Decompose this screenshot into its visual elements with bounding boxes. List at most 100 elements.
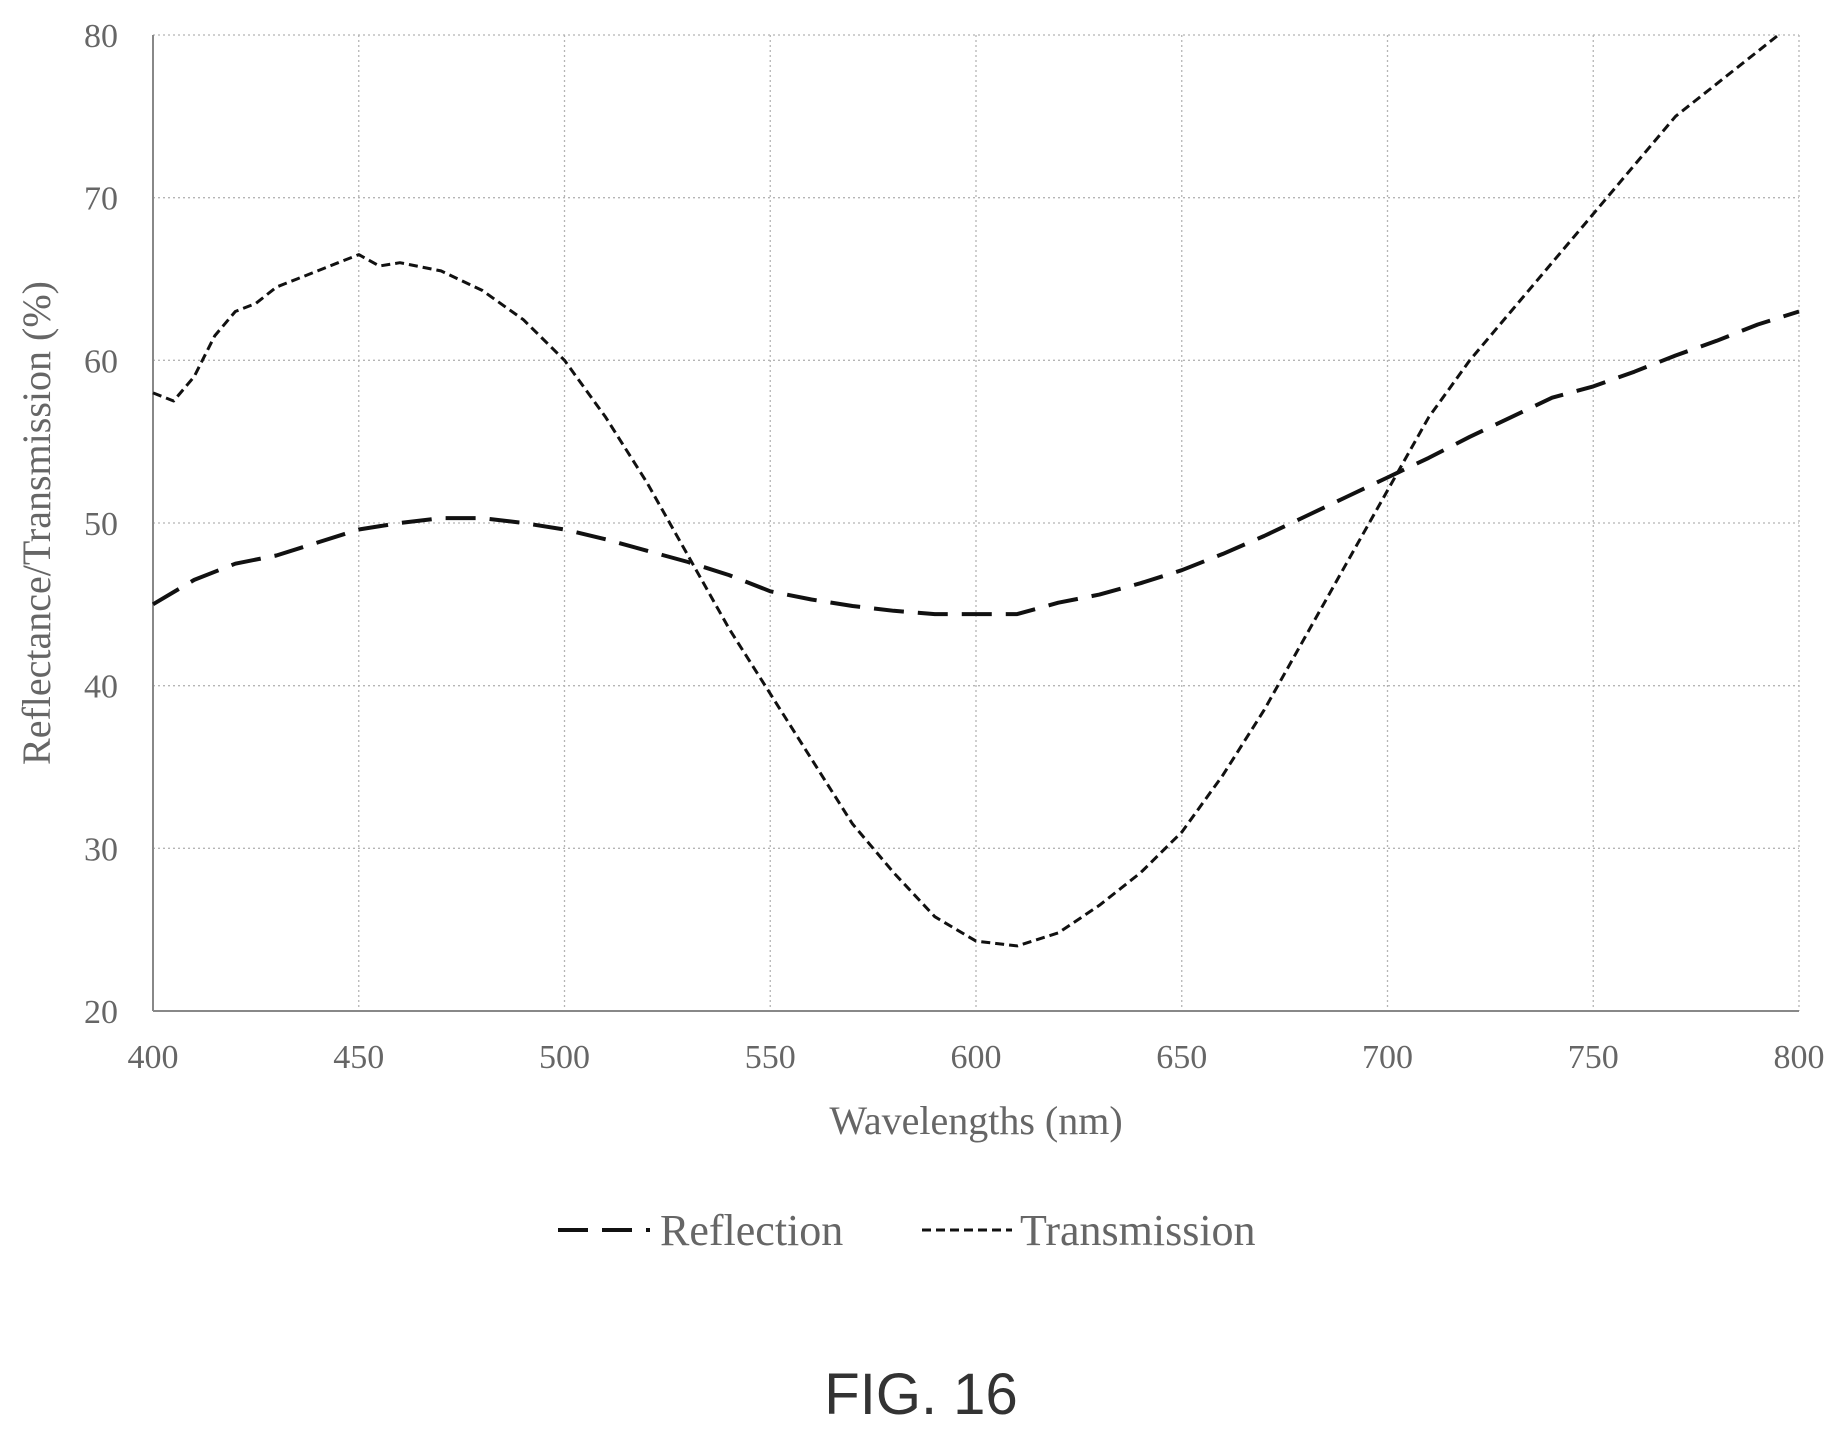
data-point-reflection xyxy=(1016,613,1019,616)
y-tick-label: 80 xyxy=(84,18,118,55)
data-point-transmission xyxy=(1221,774,1224,777)
data-point-reflection xyxy=(1756,323,1759,326)
data-point-reflection xyxy=(152,603,155,606)
data-point-transmission xyxy=(1756,50,1759,53)
data-point-transmission xyxy=(933,915,936,918)
data-point-reflection xyxy=(1633,370,1636,373)
x-tick-label: 600 xyxy=(951,1039,1002,1076)
grid xyxy=(153,34,1800,1011)
data-point-transmission xyxy=(296,278,299,281)
data-point-transmission xyxy=(1715,82,1718,85)
data-point-transmission xyxy=(1016,944,1019,947)
figure-caption: FIG. 16 xyxy=(824,1362,1017,1427)
data-point-transmission xyxy=(1468,359,1471,362)
data-point-reflection xyxy=(398,522,401,525)
y-tick-label: 40 xyxy=(84,669,118,706)
data-point-transmission xyxy=(1798,17,1801,20)
data-point-reflection xyxy=(522,522,525,525)
data-point-reflection xyxy=(645,549,648,552)
y-tick-label: 70 xyxy=(84,181,118,218)
data-point-transmission xyxy=(975,940,978,943)
data-point-transmission xyxy=(1551,261,1554,264)
data-point-transmission xyxy=(1345,562,1348,565)
data-point-reflection xyxy=(1674,354,1677,357)
data-point-reflection xyxy=(1386,476,1389,479)
legend-label-transmission: Transmission xyxy=(1020,1206,1256,1255)
data-point-transmission xyxy=(563,359,566,362)
data-point-reflection xyxy=(1304,515,1307,518)
data-point-reflection xyxy=(1057,601,1060,604)
y-tick-label: 60 xyxy=(84,343,118,380)
x-tick-label: 700 xyxy=(1362,1039,1413,1076)
data-point-reflection xyxy=(851,604,854,607)
data-point-reflection xyxy=(1180,569,1183,572)
y-tick-label: 20 xyxy=(84,994,118,1031)
data-point-transmission xyxy=(357,253,360,256)
legend: Reflection Transmission xyxy=(558,1206,1256,1255)
data-point-reflection xyxy=(975,613,978,616)
data-point-reflection xyxy=(234,562,237,565)
y-tick-label: 30 xyxy=(84,831,118,868)
data-point-transmission xyxy=(1509,310,1512,313)
data-point-transmission xyxy=(481,289,484,292)
data-point-transmission xyxy=(1304,635,1307,638)
series-line-transmission xyxy=(152,34,1783,948)
x-tick-labels: 400 450 500 550 600 650 700 750 800 xyxy=(128,1039,1825,1076)
data-point-transmission xyxy=(1633,164,1636,167)
data-point-reflection xyxy=(892,609,895,612)
data-point-transmission xyxy=(316,269,319,272)
data-point-reflection xyxy=(1715,339,1718,342)
data-point-reflection xyxy=(686,561,689,564)
data-point-reflection xyxy=(604,538,607,541)
data-point-transmission xyxy=(152,391,155,394)
data-point-transmission xyxy=(378,264,381,267)
data-point-transmission xyxy=(1386,489,1389,492)
data-point-reflection xyxy=(357,528,360,531)
x-tick-label: 750 xyxy=(1568,1039,1619,1076)
data-point-reflection xyxy=(1427,456,1430,459)
data-point-transmission xyxy=(234,310,237,313)
data-point-reflection xyxy=(1468,435,1471,438)
data-point-transmission xyxy=(1057,931,1060,934)
data-point-transmission xyxy=(851,822,854,825)
x-tick-label: 500 xyxy=(539,1039,590,1076)
data-point-reflection xyxy=(933,613,936,616)
data-point-transmission xyxy=(1180,831,1183,834)
series-group xyxy=(151,17,1801,948)
data-point-transmission xyxy=(810,757,813,760)
data-point-transmission xyxy=(193,375,196,378)
data-point-transmission xyxy=(892,871,895,874)
data-point-transmission xyxy=(213,334,216,337)
data-point-transmission xyxy=(254,302,257,305)
data-point-transmission xyxy=(337,261,340,264)
y-tick-labels: 20 30 40 50 60 70 80 xyxy=(84,18,118,1031)
data-point-reflection xyxy=(481,517,484,520)
data-point-transmission xyxy=(1674,115,1677,118)
x-tick-label: 400 xyxy=(128,1039,179,1076)
data-point-transmission xyxy=(440,269,443,272)
data-point-reflection xyxy=(728,574,731,577)
data-point-transmission xyxy=(1592,212,1595,215)
data-point-reflection xyxy=(316,541,319,544)
x-tick-label: 650 xyxy=(1156,1039,1207,1076)
data-point-reflection xyxy=(193,578,196,581)
x-tick-label: 450 xyxy=(333,1039,384,1076)
data-point-transmission xyxy=(686,554,689,557)
data-point-reflection xyxy=(1221,552,1224,555)
data-point-reflection xyxy=(810,598,813,601)
data-point-reflection xyxy=(1509,416,1512,419)
data-point-reflection xyxy=(1798,310,1801,313)
data-point-reflection xyxy=(1098,593,1101,596)
data-point-transmission xyxy=(522,318,525,321)
data-point-reflection xyxy=(769,590,772,593)
data-point-transmission xyxy=(645,481,648,484)
axes xyxy=(152,35,1799,1012)
data-point-reflection xyxy=(1551,396,1554,399)
data-point-reflection xyxy=(1592,385,1595,388)
data-point-reflection xyxy=(1263,535,1266,538)
data-point-transmission xyxy=(1139,871,1142,874)
data-point-transmission xyxy=(1427,416,1430,419)
data-point-transmission xyxy=(172,400,175,403)
x-tick-label: 550 xyxy=(745,1039,796,1076)
